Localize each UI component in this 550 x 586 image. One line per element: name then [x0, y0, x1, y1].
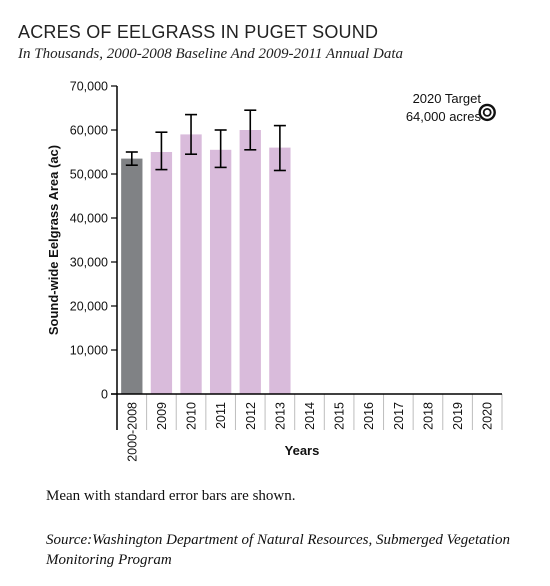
x-tick-label: 2009	[155, 402, 169, 430]
y-tick-label: 10,000	[70, 344, 108, 358]
x-tick-label: 2019	[451, 402, 465, 430]
target-annotation: 2020 Target 64,000 acres	[406, 91, 496, 124]
x-tick-label: 2017	[392, 402, 406, 430]
target-ring-inner	[482, 108, 492, 117]
error-bar-2010	[185, 113, 198, 155]
x-tick-label: 2012	[244, 402, 258, 430]
error-bars	[125, 109, 286, 172]
bar-2013	[269, 147, 291, 394]
error-bar-note: Mean with standard error bars are shown.	[46, 488, 296, 504]
source-note: Source:Washington Department of Natural …	[46, 530, 516, 570]
bar-2009	[150, 152, 173, 394]
bar-2010	[180, 134, 202, 394]
y-tick-label: 50,000	[70, 168, 108, 182]
y-tick-label: 20,000	[70, 300, 108, 314]
x-tick-label: 2016	[362, 402, 376, 430]
x-tick-label: 2000-2008	[125, 402, 139, 462]
bar-2011	[209, 149, 232, 394]
error-bar-2013	[273, 124, 286, 172]
x-tick-label: 2015	[333, 402, 347, 430]
y-tick-label: 40,000	[70, 212, 108, 226]
x-tick-label: 2011	[214, 402, 228, 429]
bars	[121, 130, 291, 394]
target-label-line2: 64,000 acres	[406, 109, 482, 124]
bar-chart: 0 10,000 20,000 30,000 40,000 50,000 60,000 70,…	[46, 80, 503, 462]
chart-title: ACRES OF EELGRASS IN PUGET SOUND	[18, 22, 379, 42]
error-bar-2000-2008	[125, 151, 138, 166]
axes	[111, 85, 502, 430]
bar-2000-2008	[121, 158, 143, 394]
x-tick-label: 2014	[303, 402, 317, 430]
x-tick-label: 2013	[273, 402, 287, 430]
error-bar-2011	[214, 129, 227, 169]
bar-2012	[239, 130, 261, 394]
x-tick-label: 2020	[481, 402, 495, 430]
x-axis-label: Years	[285, 443, 320, 458]
y-tick-label: 30,000	[70, 256, 108, 270]
y-tick-label: 60,000	[70, 124, 108, 138]
x-tick-label: 2010	[185, 402, 199, 430]
source-text: Washington Department of Natural Resourc…	[46, 532, 510, 568]
chart-subtitle: In Thousands, 2000-2008 Baseline And 200…	[18, 46, 403, 62]
category-gridlines	[146, 394, 503, 430]
error-bar-2009	[155, 131, 168, 171]
y-tick-label: 0	[101, 388, 108, 402]
source-label: Source:	[46, 532, 93, 548]
target-marker-icon	[478, 103, 496, 122]
error-bar-2012	[244, 109, 257, 151]
y-tick-label: 70,000	[70, 80, 108, 94]
target-ring-outer	[478, 103, 496, 122]
x-tick-labels: 2000-2008 2009 2010 2011 2012 2013 2014 2015 201…	[125, 402, 494, 462]
target-label-line1: 2020 Target	[413, 91, 482, 106]
x-tick-label: 2018	[421, 402, 435, 430]
y-tick-labels: 0 10,000 20,000 30,000 40,000 50,000 60,000 70,…	[70, 80, 108, 402]
y-axis-label: Sound-wide Eelgrass Area (ac)	[46, 145, 61, 335]
